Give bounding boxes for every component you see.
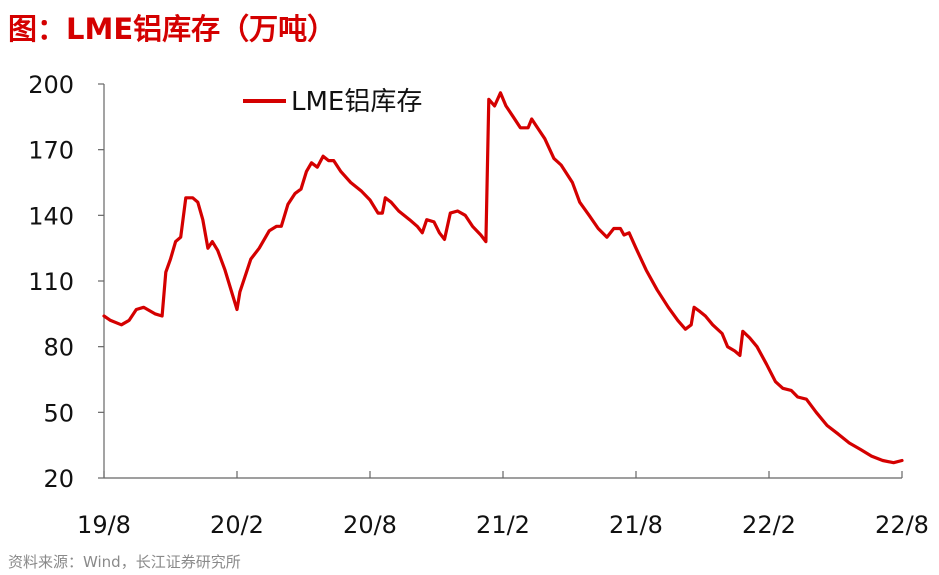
y-tick-label: 200 [28, 71, 74, 99]
y-tick-label: 50 [43, 399, 74, 427]
x-tick-label: 22/2 [742, 511, 796, 539]
page-title: 图：LME铝库存（万吨） [8, 12, 337, 46]
y-tick-label: 20 [43, 465, 74, 493]
y-tick-label: 170 [28, 137, 74, 165]
x-tick-label: 19/8 [77, 511, 131, 539]
series-layer [102, 91, 904, 465]
chart-legend: LME铝库存 [243, 87, 422, 117]
legend-label: LME铝库存 [291, 87, 422, 117]
x-tick-label: 21/8 [609, 511, 663, 539]
x-axis: 19/8 20/2 20/8 21/2 21/8 22/2 22/8 [77, 471, 929, 539]
y-tick-label: 80 [43, 334, 74, 362]
y-tick-label: 110 [28, 268, 74, 296]
x-tick-label: 20/8 [343, 511, 397, 539]
x-tick-label: 22/8 [875, 511, 929, 539]
series-line [102, 91, 904, 465]
source-note: 资料来源：Wind，长江证券研究所 [8, 553, 241, 571]
x-tick-label: 20/2 [210, 511, 264, 539]
x-tick-label: 21/2 [476, 511, 530, 539]
y-axis: 20 50 80 110 140 170 200 [28, 71, 105, 493]
y-tick-label: 140 [28, 202, 74, 230]
